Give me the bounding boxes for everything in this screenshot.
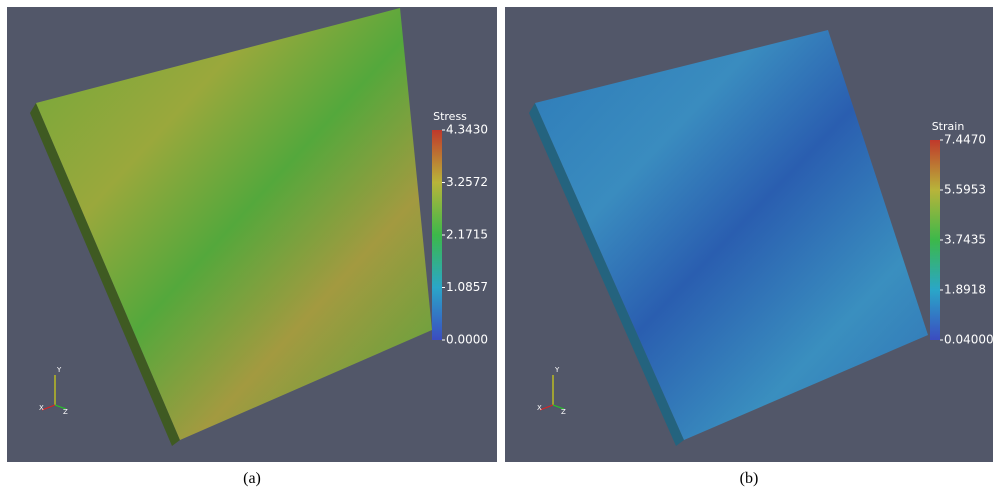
tick-label: 0.04000: [944, 333, 993, 347]
axis-label: Z: [63, 408, 68, 416]
tick-label: 5.5953: [944, 182, 986, 196]
caption: (a): [243, 470, 261, 487]
colorbar: [930, 140, 940, 340]
colorbar-title: Strain: [932, 120, 965, 133]
axis-label: Y: [56, 366, 62, 374]
figure: (a) Stress4.3430 3.2572 2.1715 1.0857 0.0000 Y…: [0, 0, 993, 489]
axis-label: Y: [554, 366, 560, 374]
axis-label: X: [537, 404, 542, 412]
tick-label: 3.2572: [446, 175, 488, 189]
tick-label: 0.0000: [446, 333, 488, 347]
tick-label: 4.3430: [446, 123, 488, 137]
tick-label: 1.0857: [446, 280, 488, 294]
tick-label: 2.1715: [446, 228, 488, 242]
axis-label: Z: [561, 408, 566, 416]
colorbar: [432, 130, 442, 340]
caption: (b): [740, 470, 759, 487]
tick-label: 1.8918: [944, 282, 986, 296]
colorbar-title: Stress: [433, 110, 467, 123]
axis-label: X: [39, 404, 44, 412]
tick-label: 3.7435: [944, 233, 986, 247]
tick-label: 7.4470: [944, 133, 986, 147]
